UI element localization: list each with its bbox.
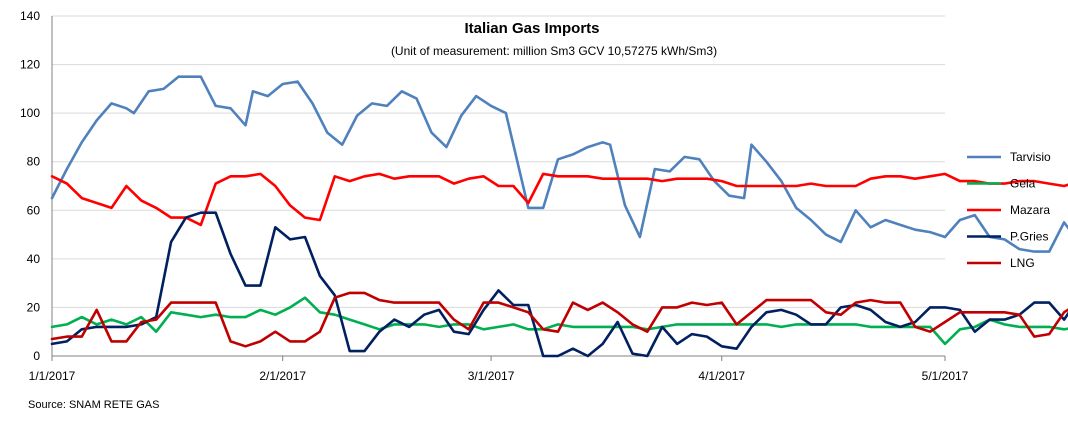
x-tick-label-2: 3/1/2017	[468, 369, 515, 383]
y-tick-label-120: 120	[20, 58, 40, 72]
x-tick-label-4: 5/1/2017	[922, 369, 969, 383]
x-tick-label-0: 1/1/2017	[29, 369, 76, 383]
y-tick-label-60: 60	[27, 203, 41, 217]
legend-label-mazara: Mazara	[1010, 203, 1050, 217]
series-line-tarvisio	[50, 75, 1068, 253]
series-line-mazara	[50, 172, 1068, 227]
y-tick-label-40: 40	[27, 252, 41, 266]
legend-label-lng: LNG	[1010, 256, 1035, 270]
x-tick-label-1: 2/1/2017	[259, 369, 306, 383]
series-line-gela	[50, 296, 1068, 346]
legend: Tarvisio Gela Mazara P.Gries LNG	[967, 150, 1051, 270]
y-tick-label-80: 80	[27, 155, 41, 169]
legend-label-tarvisio: Tarvisio	[1010, 150, 1051, 164]
legend-label-p-gries: P.Gries	[1010, 230, 1048, 244]
source-note: Source: SNAM RETE GAS	[28, 399, 159, 411]
chart-title: Italian Gas Imports	[464, 20, 599, 37]
y-tick-label-100: 100	[20, 106, 40, 120]
series-line-lng	[50, 291, 1068, 348]
y-tick-label-0: 0	[33, 349, 40, 363]
chart-subtitle: (Unit of measurement: million Sm3 GCV 10…	[391, 44, 717, 58]
series-line-p-gries	[50, 211, 1068, 358]
y-tick-label-20: 20	[27, 300, 41, 314]
y-tick-label-140: 140	[20, 9, 40, 23]
x-tick-label-3: 4/1/2017	[698, 369, 745, 383]
legend-label-gela: Gela	[1010, 177, 1036, 191]
gridlines	[52, 15, 945, 308]
axes: 0 20 40 60 80 100 120 140 1/1/2017 2/1/2017 3/1/20…	[20, 9, 969, 383]
plot-area	[50, 75, 1068, 358]
